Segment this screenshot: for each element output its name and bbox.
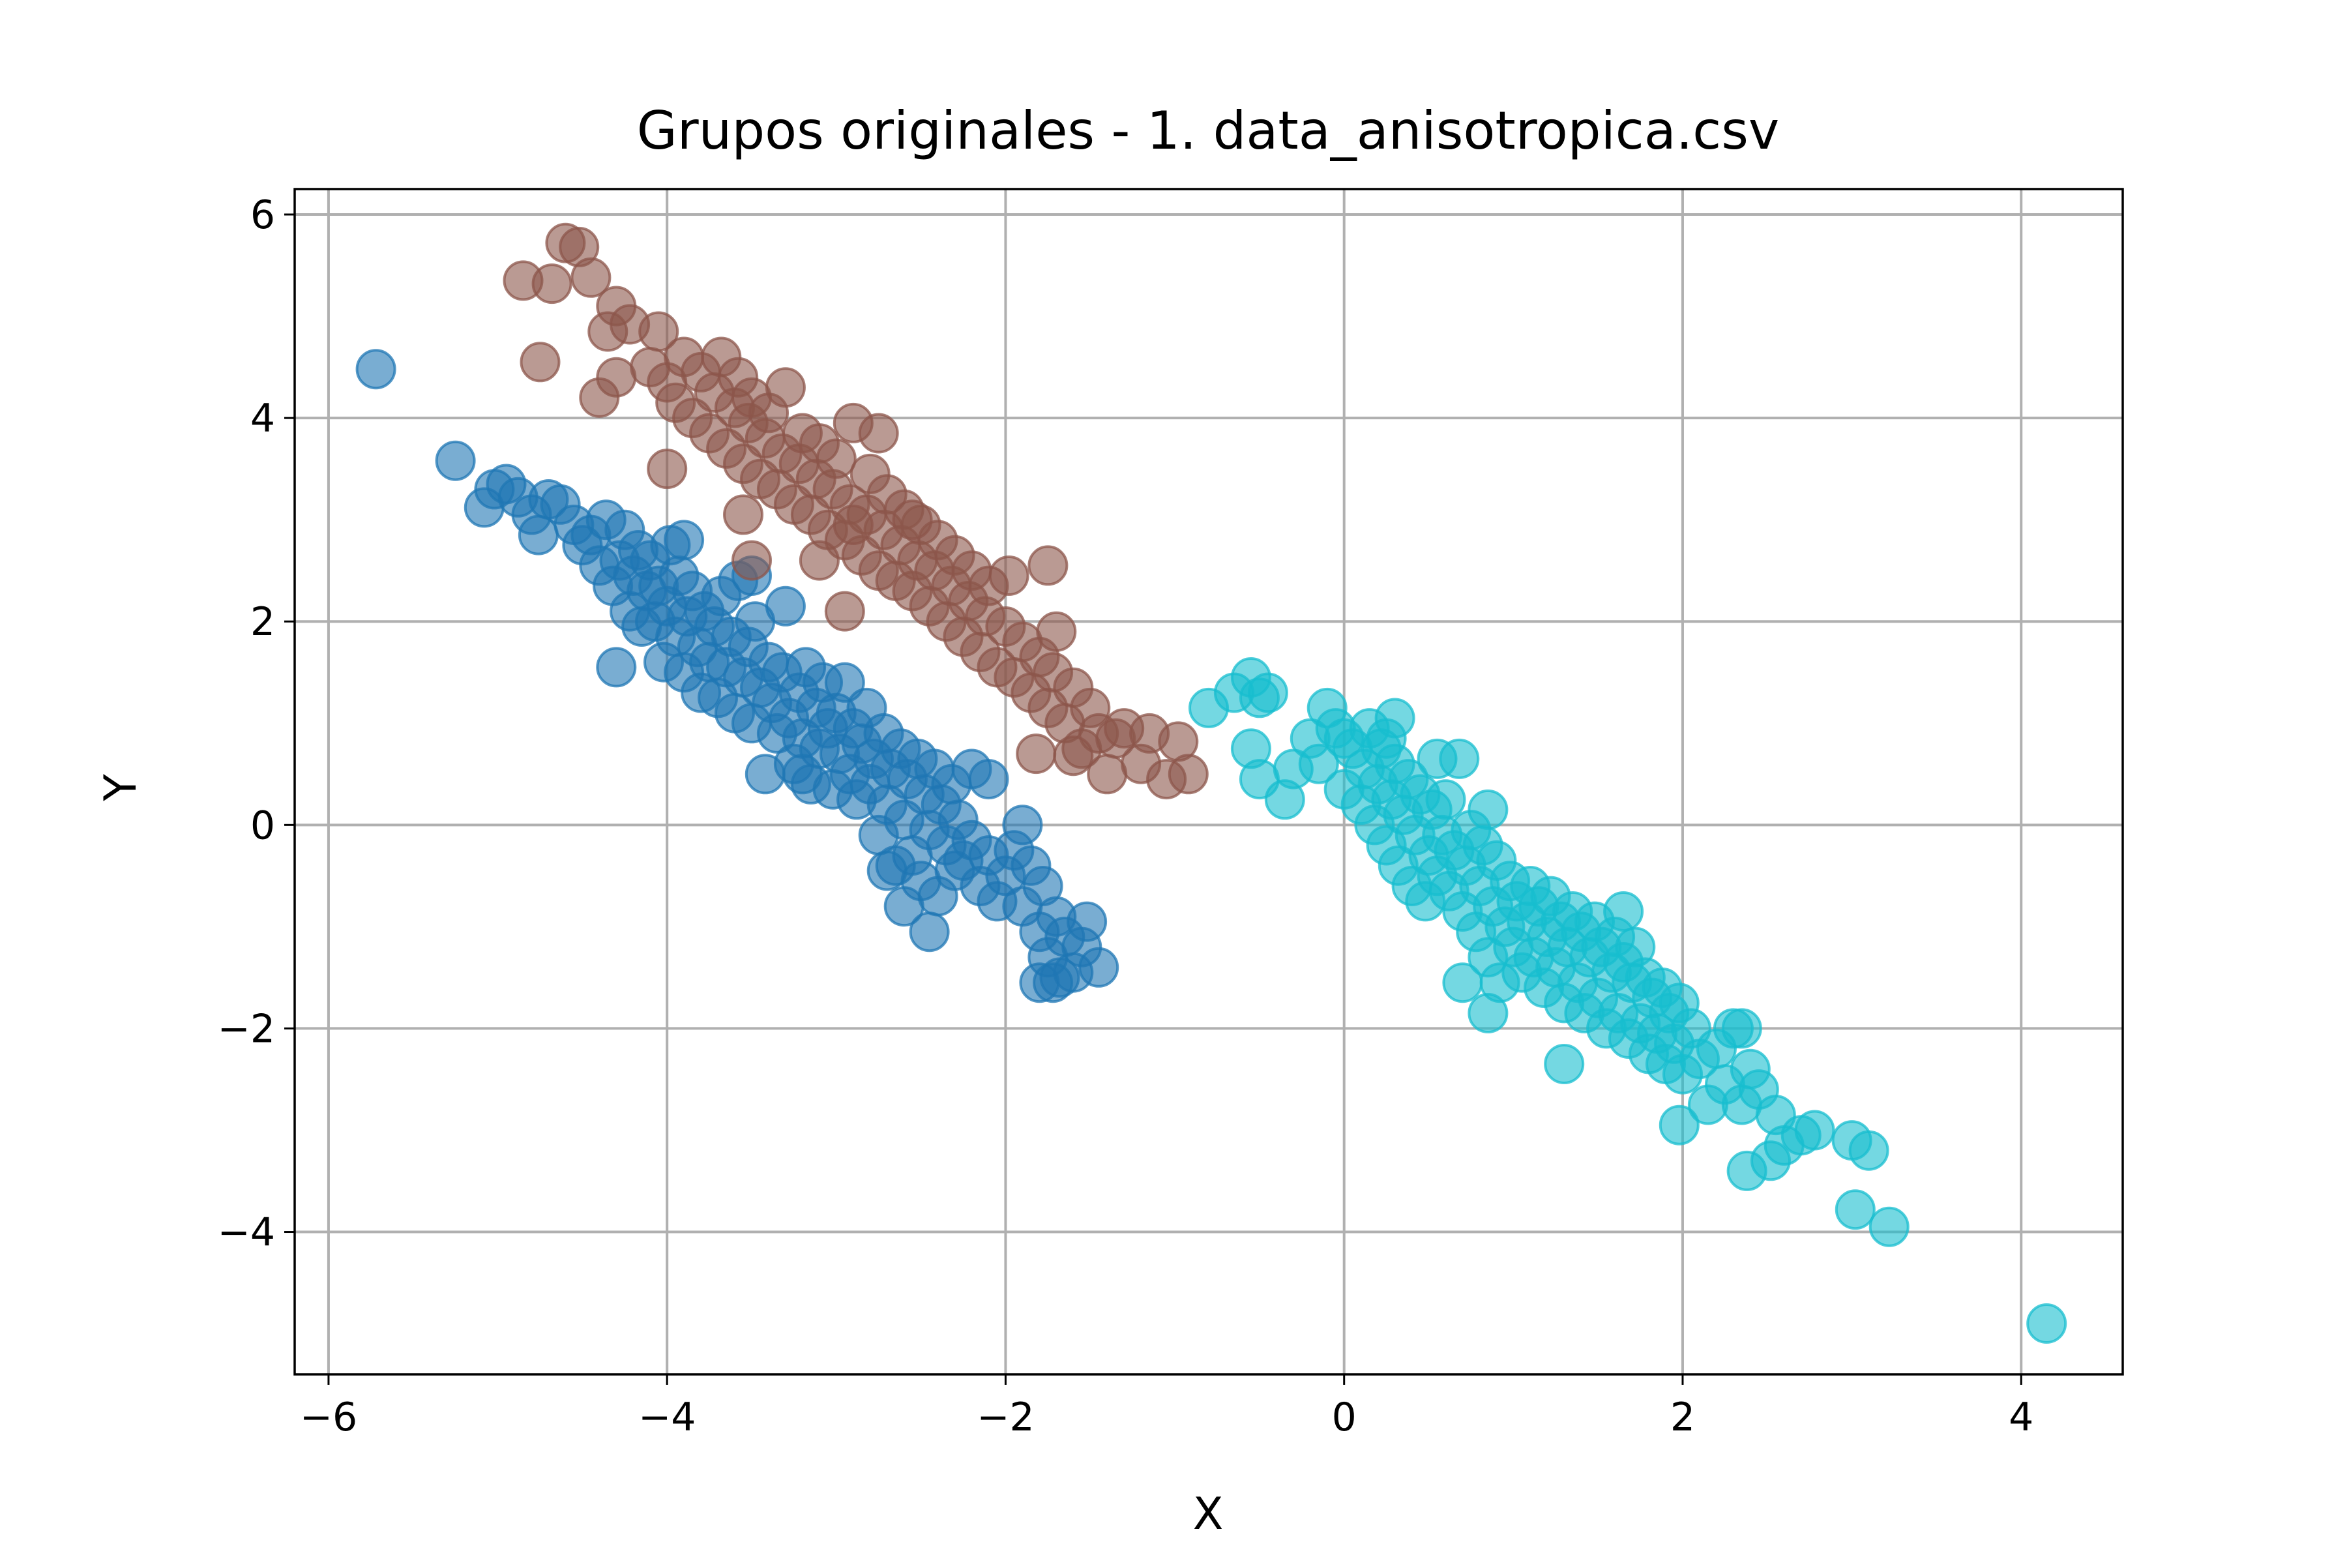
- scatter-point: [1188, 687, 1229, 728]
- scatter-point: [1468, 993, 1509, 1033]
- scatter-point: [355, 349, 396, 390]
- scatter-point: [1868, 1206, 1910, 1247]
- scatter-point: [824, 591, 865, 632]
- scatter-point: [1016, 733, 1057, 775]
- scatter-point: [816, 438, 857, 479]
- y-tick-label: −4: [218, 1210, 275, 1256]
- series-0: [355, 349, 1119, 1003]
- scatter-point: [1247, 672, 1288, 713]
- scatter-point: [1053, 735, 1094, 777]
- scatter-point: [1078, 947, 1119, 988]
- scatter-point: [1721, 1008, 1762, 1049]
- plot-frame: [293, 188, 2124, 1376]
- scatter-point: [1298, 743, 1339, 784]
- y-tick-label: 4: [250, 396, 275, 441]
- scatter-point: [1659, 1104, 1700, 1146]
- scatter-point: [1067, 901, 1108, 942]
- scatter-point: [1425, 779, 1466, 820]
- scatter-point: [531, 263, 572, 304]
- scatter-point: [765, 585, 806, 627]
- scatter-point: [782, 754, 823, 795]
- data-points: [355, 222, 2067, 1344]
- scatter-point: [1036, 611, 1077, 652]
- scatter-point: [520, 342, 561, 383]
- scatter-point: [765, 367, 806, 408]
- scatter-point: [968, 759, 1009, 800]
- series-1: [503, 222, 1209, 800]
- x-tick-label: 0: [1332, 1395, 1357, 1440]
- axis-ticks: −6 −4 −2 0 2 4 −4 −2 0 2 4 6: [218, 192, 2034, 1440]
- series-2: [1188, 657, 2067, 1344]
- scatter-point: [1848, 1130, 1889, 1171]
- scatter-point: [1002, 805, 1043, 846]
- scatter-point: [570, 257, 612, 298]
- x-axis-label: X: [1193, 1488, 1224, 1540]
- scatter-point: [988, 555, 1029, 596]
- scatter-point: [824, 662, 865, 703]
- scatter-point: [858, 413, 899, 454]
- scatter-point: [1366, 718, 1407, 759]
- scatter-point: [1794, 1110, 1835, 1151]
- chart-title: Grupos originales - 1. data_anisotropica…: [637, 100, 1780, 161]
- scatter-point: [883, 886, 924, 927]
- scatter-point: [892, 499, 933, 540]
- y-tick-label: −2: [218, 1006, 275, 1052]
- x-tick-label: −2: [977, 1395, 1034, 1440]
- scatter-point: [866, 850, 908, 891]
- scatter-point: [731, 540, 772, 581]
- scatter-point: [1323, 718, 1365, 759]
- scatter-point: [664, 520, 705, 561]
- scatter-point: [909, 911, 950, 953]
- scatter-point: [647, 449, 688, 490]
- scatter-point: [1442, 962, 1483, 1003]
- x-tick-label: 2: [1670, 1395, 1695, 1440]
- x-tick-label: −6: [300, 1395, 357, 1440]
- scatter-point: [1835, 1189, 1876, 1230]
- x-tick-label: 4: [2009, 1395, 2033, 1440]
- scatter-point: [1087, 754, 1128, 795]
- scatter-point: [723, 494, 763, 535]
- scatter-point: [2026, 1303, 2067, 1344]
- y-tick-label: 2: [250, 599, 275, 645]
- scatter-point: [1027, 545, 1069, 586]
- scatter-point: [799, 540, 840, 581]
- scatter-point: [1468, 789, 1509, 830]
- scatter-point: [1033, 962, 1074, 1003]
- scatter-point: [1544, 1044, 1585, 1084]
- scatter-point: [1417, 738, 1458, 779]
- x-tick-label: −4: [638, 1395, 696, 1440]
- scatter-point: [579, 377, 620, 418]
- y-tick-label: 6: [250, 192, 275, 238]
- scatter-point: [833, 505, 874, 545]
- y-axis-label: Y: [95, 774, 147, 802]
- scatter-point: [1168, 754, 1209, 795]
- scatter-point: [596, 647, 637, 688]
- scatter-point: [435, 440, 476, 481]
- y-tick-label: 0: [250, 803, 275, 848]
- scatter-point: [1603, 891, 1644, 932]
